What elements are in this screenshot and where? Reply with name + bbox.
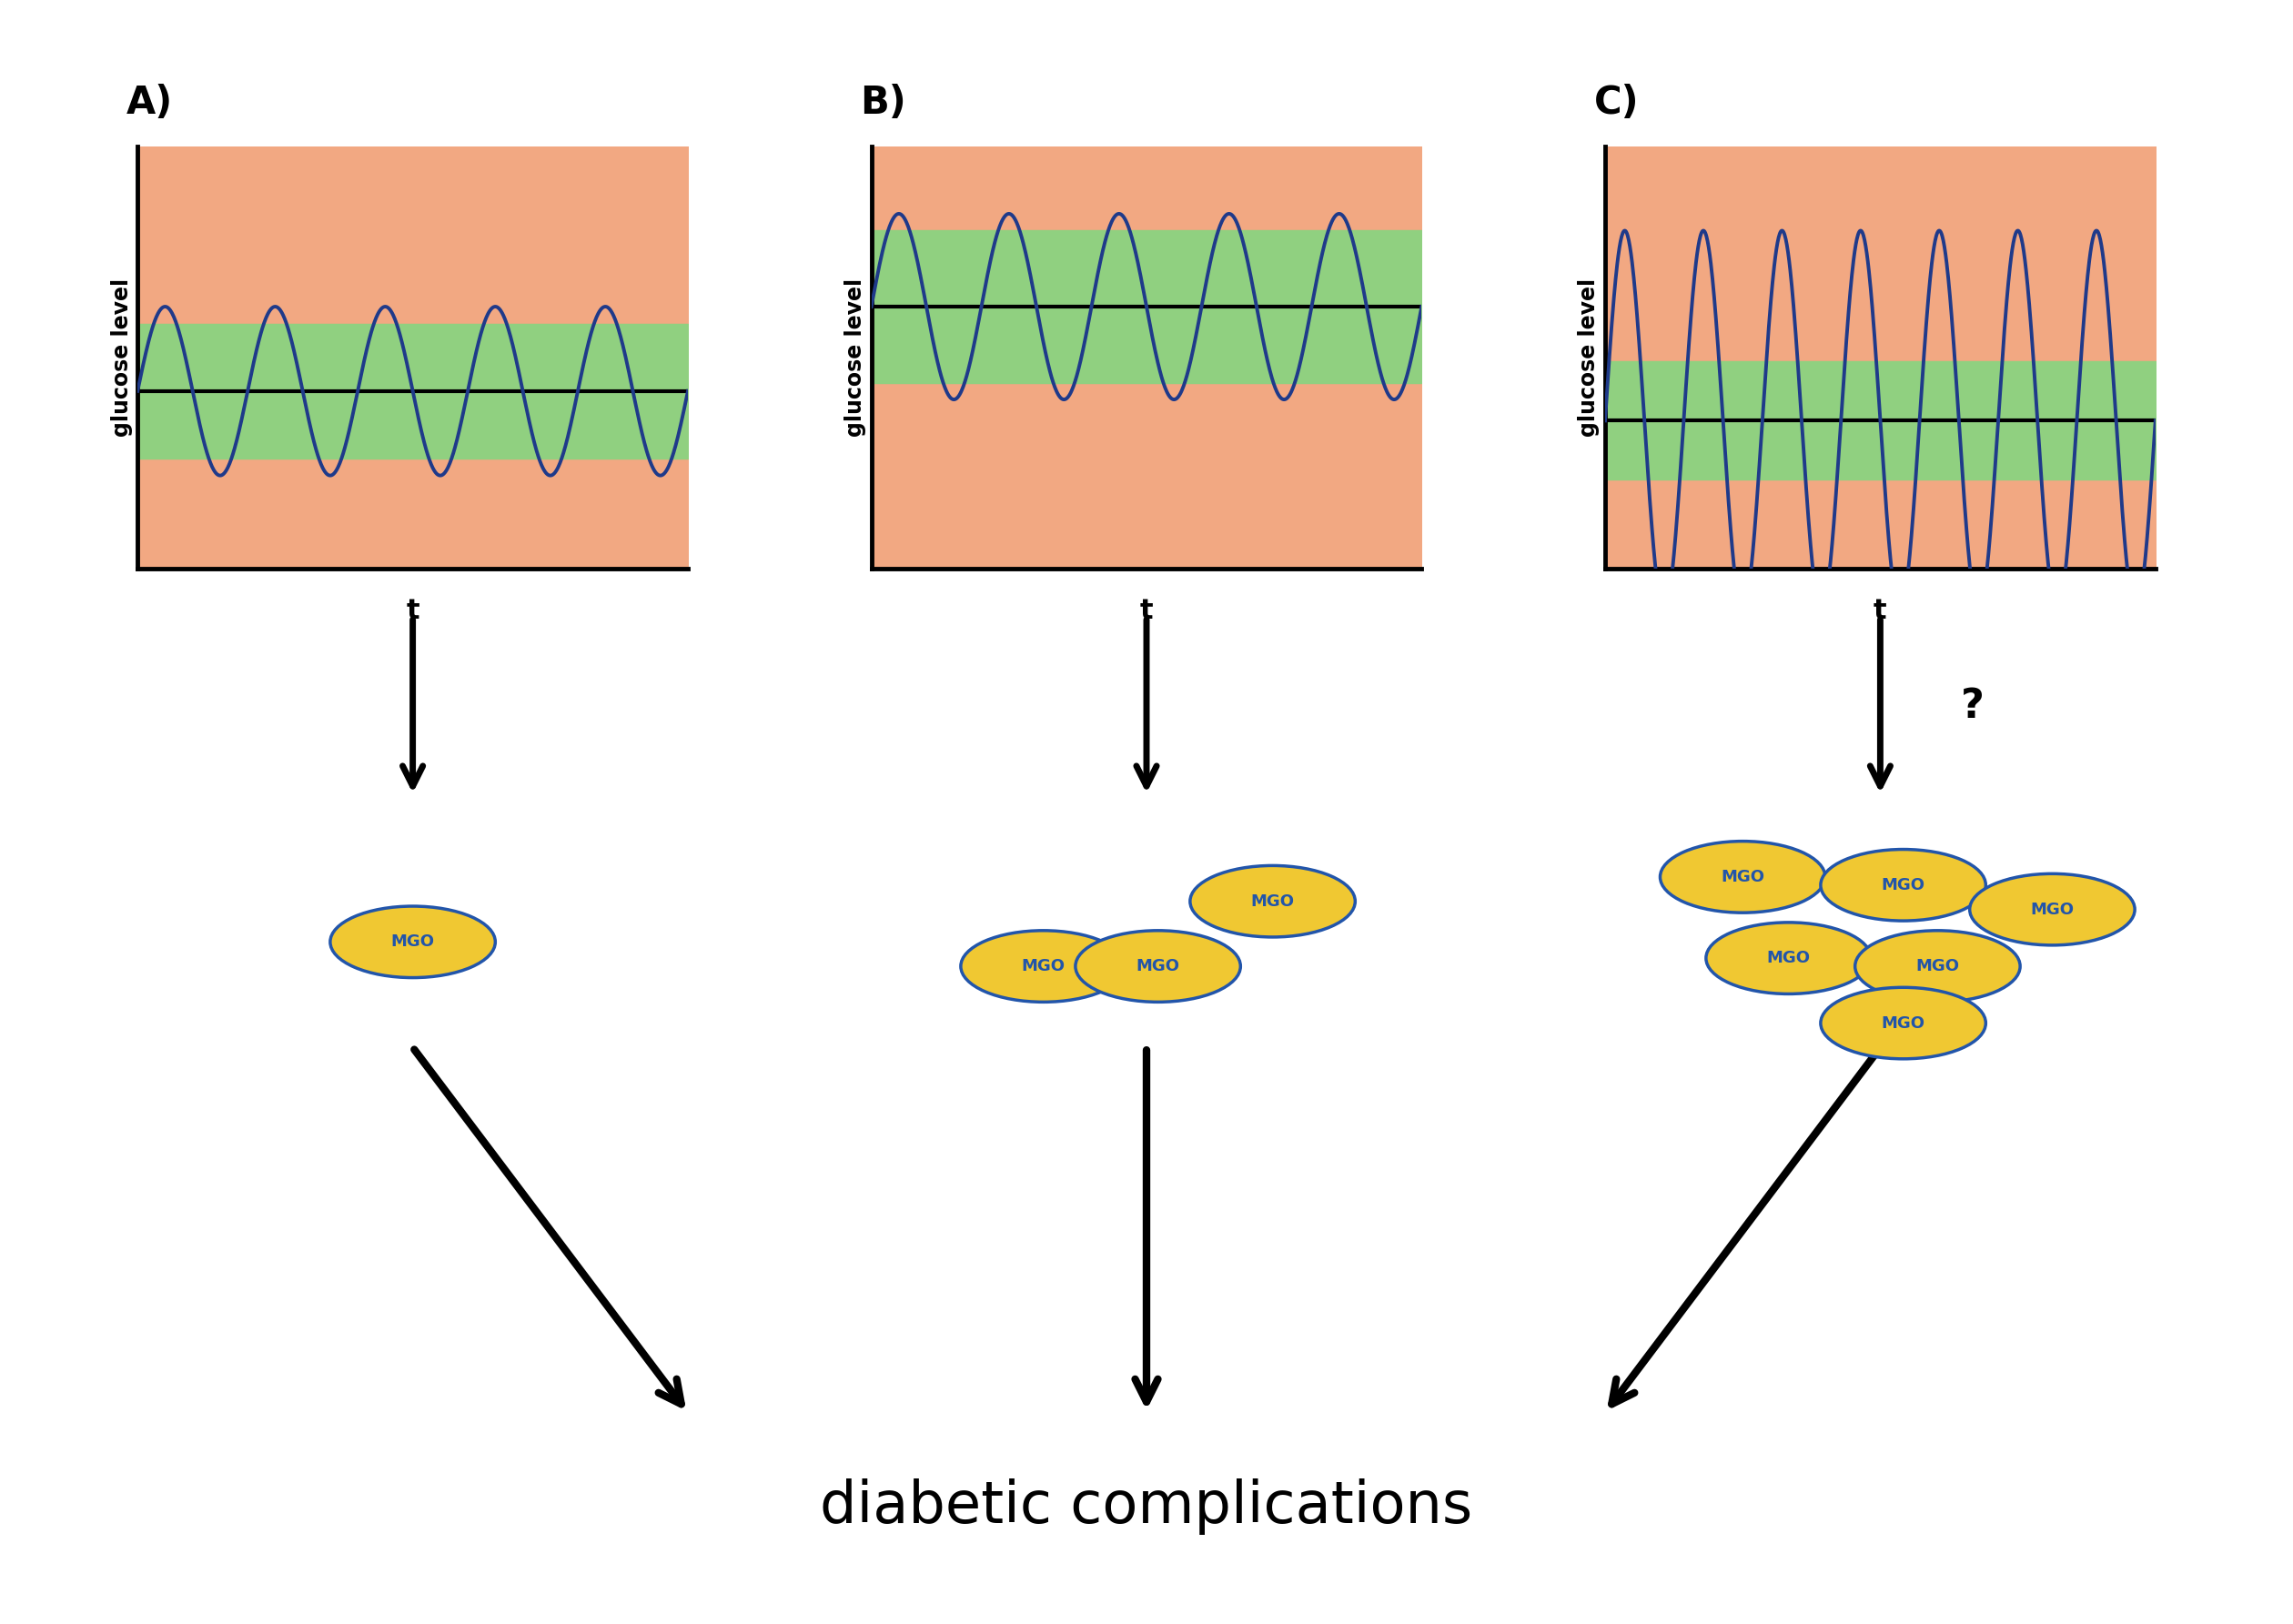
Text: MGO: MGO xyxy=(1915,958,1961,974)
Text: MGO: MGO xyxy=(1880,877,1926,893)
Ellipse shape xyxy=(1970,874,2135,945)
Text: MGO: MGO xyxy=(1135,958,1181,974)
Text: ?: ? xyxy=(1961,687,1983,726)
Text: t: t xyxy=(1873,598,1887,624)
Text: MGO: MGO xyxy=(2029,901,2075,918)
Y-axis label: glucose level: glucose level xyxy=(110,278,133,437)
Text: MGO: MGO xyxy=(1250,893,1296,909)
Ellipse shape xyxy=(1190,866,1355,937)
Ellipse shape xyxy=(1075,931,1241,1002)
Text: t: t xyxy=(406,598,420,624)
Text: B): B) xyxy=(860,83,906,122)
Ellipse shape xyxy=(330,906,495,978)
Ellipse shape xyxy=(1821,849,1986,921)
Y-axis label: glucose level: glucose level xyxy=(1578,278,1601,437)
Ellipse shape xyxy=(1855,931,2020,1002)
Ellipse shape xyxy=(961,931,1126,1002)
Text: A): A) xyxy=(126,83,172,122)
Text: MGO: MGO xyxy=(1020,958,1066,974)
Text: MGO: MGO xyxy=(1766,950,1811,966)
Text: diabetic complications: diabetic complications xyxy=(821,1478,1472,1535)
Ellipse shape xyxy=(1706,922,1871,994)
Text: MGO: MGO xyxy=(1880,1015,1926,1031)
Text: MGO: MGO xyxy=(390,934,436,950)
Text: MGO: MGO xyxy=(1720,869,1766,885)
Text: t: t xyxy=(1140,598,1153,624)
Ellipse shape xyxy=(1821,987,1986,1059)
Ellipse shape xyxy=(1660,841,1825,913)
Y-axis label: glucose level: glucose level xyxy=(844,278,867,437)
Text: C): C) xyxy=(1594,83,1639,122)
